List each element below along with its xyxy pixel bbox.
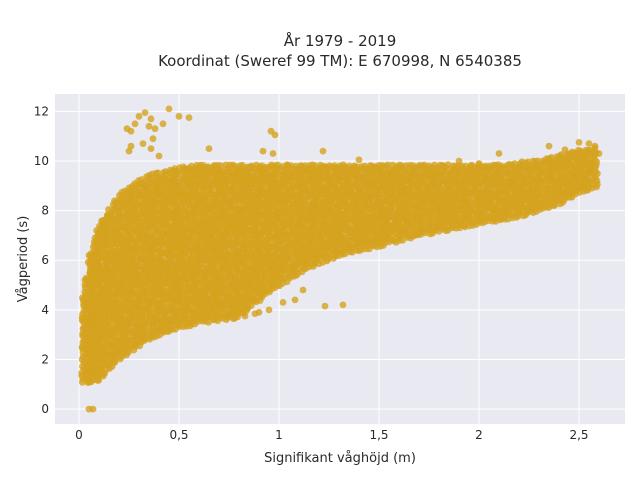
scatter-point: [101, 369, 109, 377]
scatter-point: [234, 313, 242, 321]
scatter-point: [325, 255, 333, 263]
scatter-point: [247, 302, 255, 309]
scatter-point: [314, 254, 322, 262]
scatter-point: [141, 330, 149, 338]
scatter-point: [111, 358, 119, 366]
scatter-points: [78, 105, 603, 413]
scatter-point: [561, 196, 568, 204]
scatter-point: [551, 201, 559, 209]
scatter-point: [384, 161, 392, 169]
scatter-point: [487, 197, 495, 204]
scatter-point: [125, 348, 132, 356]
